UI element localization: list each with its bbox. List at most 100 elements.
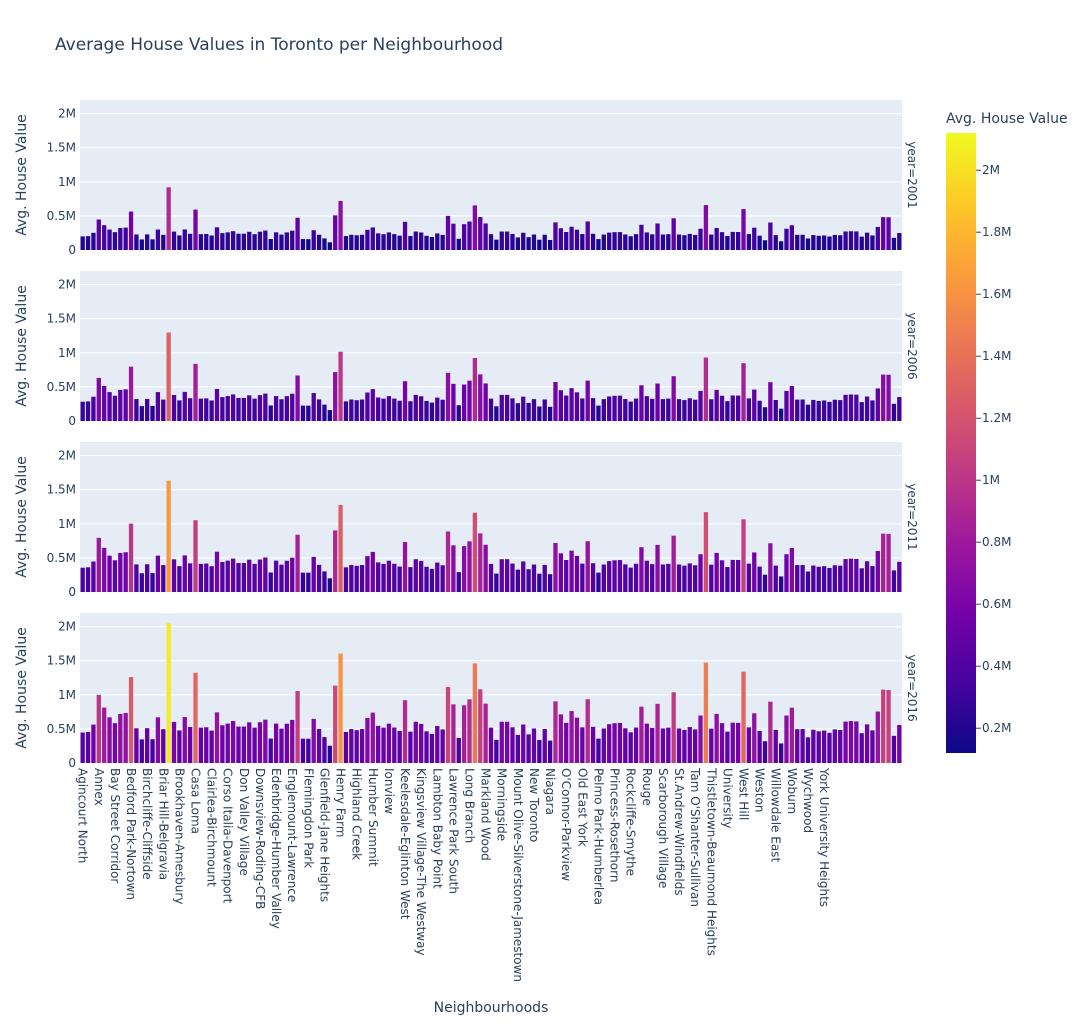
bar bbox=[225, 232, 230, 250]
bar bbox=[547, 239, 553, 250]
bar bbox=[827, 732, 832, 763]
y-tick-label: 1M bbox=[58, 688, 76, 702]
bar bbox=[585, 541, 590, 592]
bar bbox=[413, 231, 418, 250]
bar bbox=[795, 399, 800, 421]
bar bbox=[402, 700, 408, 763]
bar bbox=[252, 234, 257, 250]
x-tick-label: Keelesdale-Eglinton West bbox=[398, 768, 412, 920]
bar bbox=[91, 561, 96, 592]
bar bbox=[349, 234, 354, 250]
bar bbox=[510, 398, 515, 421]
bar bbox=[354, 565, 359, 592]
bar bbox=[762, 741, 768, 763]
bar bbox=[537, 239, 542, 250]
bar bbox=[542, 728, 547, 763]
bar bbox=[128, 366, 134, 421]
colorbar-tick-label: 1M bbox=[982, 473, 1000, 487]
y-tick-label: 2M bbox=[58, 107, 76, 121]
bar bbox=[510, 563, 515, 592]
bar bbox=[558, 553, 563, 592]
y-tick-label: 0.5M bbox=[47, 380, 76, 394]
bar bbox=[499, 721, 504, 763]
bar bbox=[881, 217, 886, 250]
bar bbox=[499, 559, 504, 592]
bar bbox=[349, 565, 354, 592]
bar bbox=[467, 541, 472, 592]
bar bbox=[709, 728, 714, 763]
bar bbox=[746, 563, 752, 592]
bar bbox=[891, 237, 897, 250]
bar bbox=[811, 399, 816, 421]
y-axis-title: Avg. House Value bbox=[14, 114, 30, 236]
colorbar: Avg. House Value 0.2M 0.4M 0.6M 0.8M 1M 1.2M 1… bbox=[946, 111, 1068, 753]
bar bbox=[526, 734, 531, 763]
bar bbox=[467, 221, 472, 250]
bar bbox=[461, 705, 467, 763]
bar bbox=[709, 234, 714, 250]
bar bbox=[650, 564, 655, 592]
x-tick-label: Birchcliffe-Cliffside bbox=[140, 768, 154, 880]
bar bbox=[236, 726, 241, 763]
bar bbox=[80, 401, 85, 421]
bar bbox=[660, 564, 666, 592]
bar bbox=[311, 718, 316, 763]
bar bbox=[230, 558, 236, 592]
bar bbox=[102, 225, 107, 250]
bar bbox=[590, 726, 596, 763]
bar bbox=[193, 209, 198, 250]
bar bbox=[607, 396, 612, 421]
bar bbox=[574, 717, 580, 763]
bar bbox=[311, 393, 316, 421]
bar bbox=[150, 239, 155, 250]
x-tick-label: Corso Italia-Davenport bbox=[221, 768, 235, 904]
bar bbox=[504, 394, 510, 421]
bar bbox=[504, 231, 510, 250]
bar bbox=[214, 227, 220, 250]
bar bbox=[102, 547, 107, 592]
bar bbox=[714, 552, 719, 592]
x-tick-label: Lawrence Park South bbox=[446, 768, 460, 894]
bar bbox=[155, 392, 161, 421]
bar bbox=[139, 573, 144, 592]
bar bbox=[542, 234, 547, 250]
bar bbox=[354, 235, 359, 250]
bar bbox=[628, 567, 633, 592]
bar bbox=[778, 576, 784, 592]
bar bbox=[209, 730, 214, 763]
bar bbox=[870, 400, 875, 421]
bar bbox=[80, 732, 85, 763]
bar bbox=[85, 401, 91, 421]
bar bbox=[359, 234, 365, 250]
bar bbox=[897, 725, 902, 763]
x-tick-label: Englemount-Lawrence bbox=[285, 768, 299, 902]
bar bbox=[633, 727, 639, 763]
bar bbox=[193, 363, 198, 421]
bar bbox=[397, 400, 402, 421]
bar bbox=[693, 729, 698, 763]
bar bbox=[703, 512, 709, 592]
bar bbox=[596, 572, 601, 592]
bar bbox=[376, 562, 381, 592]
bar bbox=[746, 727, 752, 763]
bar bbox=[402, 542, 408, 592]
bar bbox=[821, 566, 827, 592]
bar bbox=[290, 557, 295, 592]
bar bbox=[795, 729, 800, 763]
bar bbox=[596, 405, 601, 421]
bar bbox=[854, 231, 859, 250]
colorbar-tick-label: 0.4M bbox=[982, 659, 1011, 673]
bar bbox=[574, 229, 580, 250]
bar bbox=[676, 564, 682, 592]
bar bbox=[494, 406, 499, 421]
bar bbox=[531, 728, 537, 763]
bar bbox=[445, 215, 451, 250]
bar bbox=[128, 677, 134, 763]
x-tick-label: Tam O'Shanter-Sullivan bbox=[688, 767, 702, 907]
bar bbox=[897, 233, 902, 250]
bar bbox=[693, 234, 698, 250]
bar bbox=[827, 401, 832, 421]
colorbar-gradient bbox=[946, 133, 976, 753]
